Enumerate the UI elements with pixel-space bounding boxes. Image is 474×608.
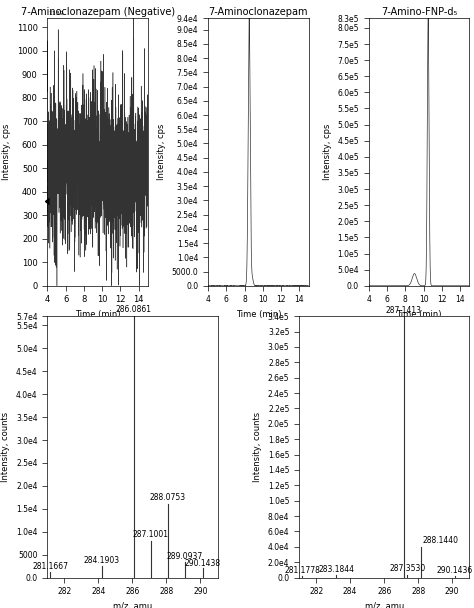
Text: 286.0861: 286.0861 <box>116 305 152 314</box>
Text: 284.1903: 284.1903 <box>83 556 120 565</box>
Text: 288.1440: 288.1440 <box>422 536 458 545</box>
X-axis label: Time (min): Time (min) <box>75 310 120 319</box>
X-axis label: Time (min): Time (min) <box>236 310 281 319</box>
Title: 7-Aminoclonazepam (Negative): 7-Aminoclonazepam (Negative) <box>20 7 175 18</box>
Text: 283.1844: 283.1844 <box>319 565 354 574</box>
Y-axis label: Intensity, counts: Intensity, counts <box>253 412 262 482</box>
Text: 290.1438: 290.1438 <box>185 559 221 567</box>
Y-axis label: Intensity, cps: Intensity, cps <box>2 124 11 180</box>
Text: 289.0937: 289.0937 <box>167 551 203 561</box>
Text: 281.1778: 281.1778 <box>284 566 320 575</box>
Text: 281.1667: 281.1667 <box>32 562 68 571</box>
Text: 1139: 1139 <box>48 10 64 16</box>
Title: 7-Amino-FNP-d₅: 7-Amino-FNP-d₅ <box>381 7 457 18</box>
Title: 7-Aminoclonazepam: 7-Aminoclonazepam <box>209 7 308 18</box>
X-axis label: m/z, amu: m/z, amu <box>365 602 404 608</box>
Y-axis label: Intensity, counts: Intensity, counts <box>1 412 10 482</box>
Text: 287.3530: 287.3530 <box>389 564 425 573</box>
Text: 287.1001: 287.1001 <box>132 530 168 539</box>
Text: 288.0753: 288.0753 <box>150 493 186 502</box>
Y-axis label: Intensity, cps: Intensity, cps <box>157 124 166 180</box>
X-axis label: Time (min): Time (min) <box>396 310 442 319</box>
X-axis label: m/z, amu: m/z, amu <box>113 602 152 608</box>
Text: 290.1436: 290.1436 <box>437 566 473 575</box>
Text: 287.1413: 287.1413 <box>386 306 421 314</box>
Y-axis label: Intensity, cps: Intensity, cps <box>323 124 332 180</box>
